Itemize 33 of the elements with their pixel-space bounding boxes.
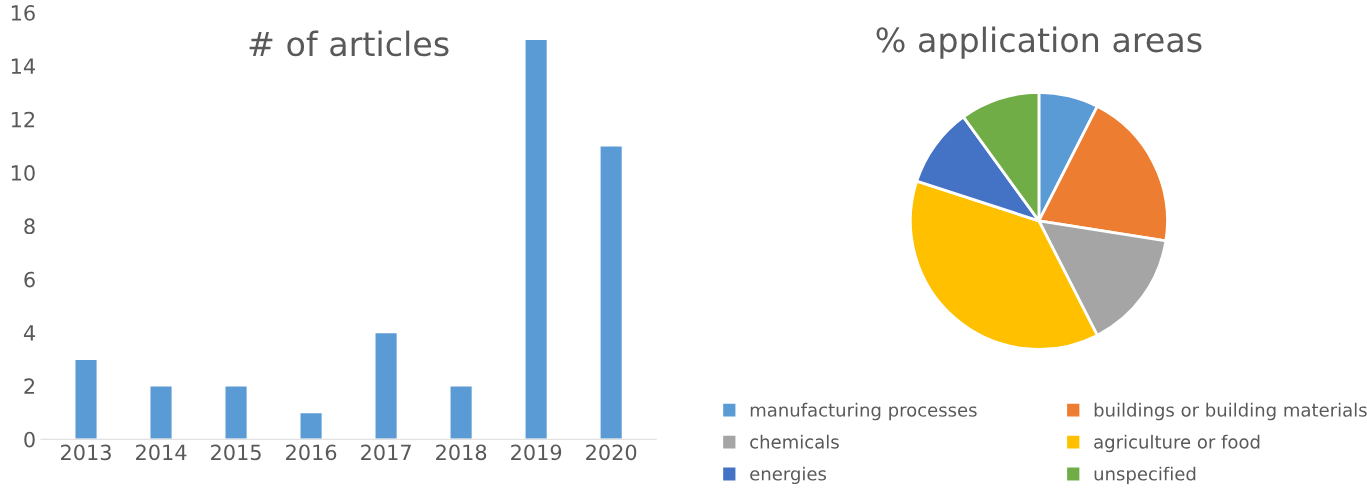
- y-tick-label: 0: [24, 431, 35, 448]
- y-tick-label: 14: [11, 58, 35, 74]
- y-tick-label: 12: [11, 111, 35, 128]
- bar: [149, 385, 173, 440]
- bar: [299, 411, 324, 440]
- x-tick-label: 2019: [511, 444, 562, 461]
- y-tick-label: 4: [23, 325, 35, 341]
- x-tick-label: 2018: [436, 444, 487, 461]
- y-tick-label: 2: [24, 378, 35, 394]
- x-tick-label: 2013: [61, 444, 111, 461]
- legend-label: buildings or building materials: [1094, 402, 1367, 421]
- y-tick-label: 8: [24, 218, 35, 235]
- legend-label: unspecified: [1094, 466, 1196, 485]
- chart-title: # of articles: [249, 30, 449, 57]
- chart-title: % application areas: [876, 26, 1202, 59]
- x-tick-label: 2016: [286, 444, 337, 461]
- legend-label: chemicals: [750, 434, 839, 449]
- x-tick-label: 2014: [136, 444, 187, 461]
- y-tick-label: 16: [11, 5, 35, 21]
- y-tick-label: 6: [24, 271, 35, 288]
- legend-label: manufacturing processes: [750, 402, 977, 421]
- bar: [524, 38, 549, 440]
- bar: [374, 331, 399, 440]
- x-tick-label: 2015: [211, 444, 261, 461]
- x-tick-label: 2020: [586, 444, 637, 461]
- legend-label: agriculture or food: [1094, 434, 1260, 453]
- bar: [599, 145, 624, 440]
- y-tick-label: 10: [11, 165, 35, 181]
- x-tick-label: 2017: [361, 444, 411, 461]
- legend-label: energies: [750, 466, 827, 485]
- bar: [449, 385, 474, 440]
- bar: [224, 385, 249, 440]
- bar: [74, 358, 98, 440]
